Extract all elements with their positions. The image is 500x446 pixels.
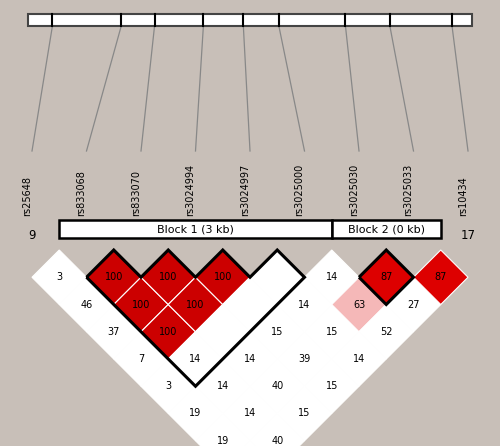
Text: 15: 15	[326, 381, 338, 391]
Polygon shape	[332, 277, 386, 332]
Text: 14: 14	[190, 354, 202, 364]
Text: 15: 15	[352, 229, 366, 242]
Text: 100: 100	[186, 300, 204, 310]
Text: 13: 13	[242, 229, 258, 242]
Text: 27: 27	[407, 300, 420, 310]
Polygon shape	[168, 277, 223, 332]
Polygon shape	[304, 359, 359, 413]
Text: 19: 19	[190, 409, 202, 418]
Bar	[60, 220, 332, 238]
Polygon shape	[277, 386, 332, 441]
Polygon shape	[223, 277, 277, 332]
Text: 14: 14	[244, 354, 256, 364]
Polygon shape	[86, 250, 141, 305]
Polygon shape	[114, 332, 168, 386]
Text: 3: 3	[165, 381, 172, 391]
Polygon shape	[86, 305, 141, 359]
Text: 19: 19	[216, 436, 229, 446]
Polygon shape	[196, 413, 250, 446]
Polygon shape	[141, 305, 196, 359]
Text: 39: 39	[298, 354, 310, 364]
Text: rs3024997: rs3024997	[240, 164, 250, 216]
Text: rs3025030: rs3025030	[349, 164, 359, 216]
Text: 12: 12	[188, 229, 203, 242]
Text: 15: 15	[326, 327, 338, 337]
Text: rs25648: rs25648	[22, 176, 32, 216]
Text: 40: 40	[271, 381, 283, 391]
Text: 3: 3	[56, 272, 62, 282]
Text: 46: 46	[80, 300, 92, 310]
Text: 40: 40	[271, 436, 283, 446]
Text: 100: 100	[159, 272, 178, 282]
Polygon shape	[60, 277, 114, 332]
Text: 15: 15	[271, 327, 283, 337]
Polygon shape	[359, 305, 414, 359]
Text: 15: 15	[298, 409, 310, 418]
Text: 100: 100	[104, 272, 123, 282]
Text: rs833070: rs833070	[131, 170, 141, 216]
Polygon shape	[32, 250, 86, 305]
Text: 16: 16	[406, 229, 421, 242]
Text: Block 1 (3 kb): Block 1 (3 kb)	[157, 224, 234, 234]
Text: rs3025000: rs3025000	[294, 164, 304, 216]
Polygon shape	[414, 250, 468, 305]
Text: 100: 100	[132, 300, 150, 310]
Polygon shape	[141, 359, 196, 413]
Text: 63: 63	[353, 300, 365, 310]
Text: Block 2 (0 kb): Block 2 (0 kb)	[348, 224, 425, 234]
Polygon shape	[386, 277, 441, 332]
Polygon shape	[250, 250, 304, 305]
FancyBboxPatch shape	[28, 14, 472, 26]
Polygon shape	[250, 359, 304, 413]
Text: 14: 14	[216, 381, 229, 391]
Polygon shape	[168, 332, 223, 386]
Polygon shape	[223, 332, 277, 386]
Polygon shape	[114, 277, 168, 332]
Text: rs3024994: rs3024994	[186, 164, 196, 216]
Text: 14: 14	[353, 354, 365, 364]
Text: 37: 37	[108, 327, 120, 337]
Text: 10: 10	[79, 229, 94, 242]
Text: rs3025033: rs3025033	[404, 164, 413, 216]
Bar	[332, 220, 441, 238]
Text: 52: 52	[380, 327, 392, 337]
Polygon shape	[277, 277, 332, 332]
Polygon shape	[304, 305, 359, 359]
Polygon shape	[277, 332, 332, 386]
Text: 11: 11	[134, 229, 148, 242]
Text: 14: 14	[326, 272, 338, 282]
Polygon shape	[196, 359, 250, 413]
Text: 14: 14	[244, 409, 256, 418]
Polygon shape	[196, 250, 250, 305]
Polygon shape	[168, 386, 223, 441]
Text: 100: 100	[159, 327, 178, 337]
Text: 9: 9	[28, 229, 36, 242]
Text: 87: 87	[434, 272, 447, 282]
Text: 7: 7	[138, 354, 144, 364]
Text: 100: 100	[214, 272, 232, 282]
Text: rs10434: rs10434	[458, 176, 468, 216]
Text: 17: 17	[460, 229, 475, 242]
Polygon shape	[196, 305, 250, 359]
Text: rs833068: rs833068	[76, 170, 86, 216]
Polygon shape	[223, 386, 277, 441]
Polygon shape	[332, 332, 386, 386]
Polygon shape	[250, 305, 304, 359]
Polygon shape	[250, 413, 304, 446]
Polygon shape	[141, 250, 196, 305]
Polygon shape	[304, 250, 359, 305]
Text: 87: 87	[380, 272, 392, 282]
Polygon shape	[359, 250, 414, 305]
Text: 14: 14	[298, 300, 310, 310]
Text: 14: 14	[297, 229, 312, 242]
Polygon shape	[223, 441, 277, 446]
